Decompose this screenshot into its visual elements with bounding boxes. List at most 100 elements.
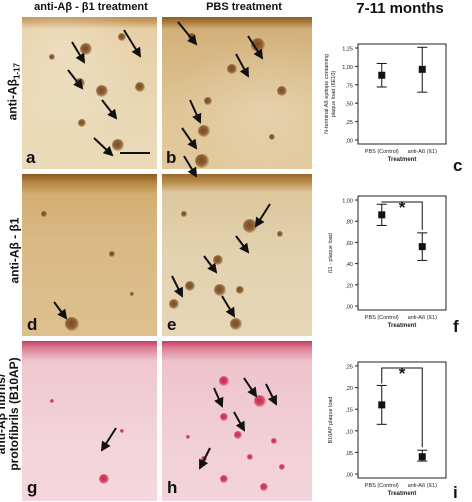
y-tick-label: ,80 <box>345 220 353 226</box>
panel-letter-g: g <box>27 478 38 497</box>
plaque-deposit <box>227 64 237 74</box>
plaque-deposit <box>49 54 55 60</box>
mean-marker <box>418 453 426 461</box>
x-tick-label: PBS (Control) <box>365 149 399 155</box>
plaque-deposit <box>213 255 223 265</box>
scale-bar <box>120 152 150 154</box>
y-axis-label-line2: plaque load (6E10) <box>331 71 337 118</box>
y-tick-label: ,25 <box>345 365 353 371</box>
plaque-deposit <box>41 211 47 217</box>
y-tick-label: ,00 <box>345 305 353 311</box>
plaque-deposit <box>277 86 287 96</box>
arrow <box>213 387 224 408</box>
y-tick-label: ,05 <box>345 451 353 457</box>
plaque-deposit <box>195 154 209 168</box>
y-tick-label: ,10 <box>345 429 353 435</box>
plaque-deposit <box>220 413 228 421</box>
plot-frame <box>357 195 447 311</box>
x-tick-label: anti-Aß (ß1) <box>408 483 438 489</box>
arrow <box>189 99 202 124</box>
mean-marker <box>418 65 426 73</box>
arrow <box>67 69 84 90</box>
plaque-deposit <box>186 435 190 439</box>
arrow <box>235 235 250 254</box>
panel-letter-d: d <box>27 315 38 334</box>
micrograph-d: d <box>22 174 157 336</box>
plaque-deposit <box>204 97 212 105</box>
chart-f: 1,00 ,80 ,60 ,40 ,20 ,00 ß1 - plaque load PBS (… <box>328 195 447 329</box>
mean-marker <box>418 243 426 251</box>
plaque-deposit <box>254 395 266 407</box>
plaque-deposit <box>80 43 92 55</box>
y-axis-label: ß1 - plaque load <box>328 233 334 273</box>
plaque-deposit <box>219 376 229 386</box>
arrow <box>235 53 249 78</box>
arrow <box>181 127 198 150</box>
mean-marker <box>378 401 386 409</box>
micrograph-e: e <box>162 174 312 336</box>
micrograph-g: g <box>22 341 157 501</box>
arrow <box>177 21 198 46</box>
plaque-deposit <box>251 38 265 52</box>
arrow <box>247 35 264 60</box>
significance-star: * <box>399 198 406 217</box>
plaque-deposit <box>243 219 257 233</box>
plaque-deposit <box>50 399 54 403</box>
y-tick-label: ,15 <box>345 408 353 414</box>
plaque-deposit <box>185 281 195 291</box>
plot-frame <box>357 43 447 145</box>
y-axis-label: B10AP plaque load <box>328 397 334 444</box>
plaque-deposit <box>99 474 109 484</box>
plaque-deposit <box>120 429 124 433</box>
plaque-deposit <box>230 318 242 330</box>
significance-bracket <box>381 201 423 230</box>
plaque-deposit <box>169 299 179 309</box>
y-tick-label: ,40 <box>345 262 353 268</box>
plaque-deposit <box>181 211 187 217</box>
x-tick-label: PBS (Control) <box>365 315 399 321</box>
y-tick-label: ,00 <box>345 139 353 145</box>
plaque-deposit <box>78 119 86 127</box>
plaque-deposit <box>130 292 134 296</box>
plaque-deposit <box>65 317 79 331</box>
significance-star: * <box>399 364 406 383</box>
panel-letter-b: b <box>166 148 177 167</box>
panel-letter-f: f <box>453 317 459 336</box>
significance-bracket <box>381 367 423 448</box>
mean-marker <box>378 211 386 219</box>
arrow <box>53 301 68 320</box>
mean-marker <box>378 71 386 79</box>
panel-letter-a: a <box>26 148 36 167</box>
y-tick-label: ,50 <box>345 102 353 108</box>
y-tick-label: 1,00 <box>342 199 353 205</box>
arrow <box>100 427 117 452</box>
arrow <box>101 99 118 120</box>
y-tick-label: ,20 <box>345 386 353 392</box>
plaque-deposit <box>236 286 244 294</box>
chart-i: ,25 ,20 ,15 ,10 ,05 ,00 B10AP plaque load PBS (… <box>328 361 447 497</box>
arrow <box>265 383 277 406</box>
panel-letter-h: h <box>167 478 178 497</box>
plaque-deposit <box>269 134 275 140</box>
header-pbs-treatment: PBS treatment <box>206 1 282 13</box>
arrow <box>199 447 211 470</box>
plaque-deposit <box>96 85 108 97</box>
y-tick-label: 1,25 <box>342 47 353 53</box>
plot-frame <box>357 361 447 479</box>
header-anti-ab-b1-treatment: anti-Aβ - β1 treatment <box>34 1 148 13</box>
plaque-deposit <box>220 475 228 483</box>
panel-letter-c: c <box>453 156 463 175</box>
plaque-deposit <box>198 125 210 137</box>
plaque-deposit <box>109 251 115 257</box>
arrow <box>221 295 236 318</box>
y-tick-label: ,75 <box>345 83 353 89</box>
header-age-range: 7-11 months <box>356 0 444 17</box>
arrow <box>233 411 245 432</box>
arrow <box>71 41 86 64</box>
plaque-deposit <box>234 431 242 439</box>
x-axis-label: Treatment <box>388 157 417 163</box>
plaque-deposit <box>247 454 253 460</box>
arrow <box>171 275 183 298</box>
